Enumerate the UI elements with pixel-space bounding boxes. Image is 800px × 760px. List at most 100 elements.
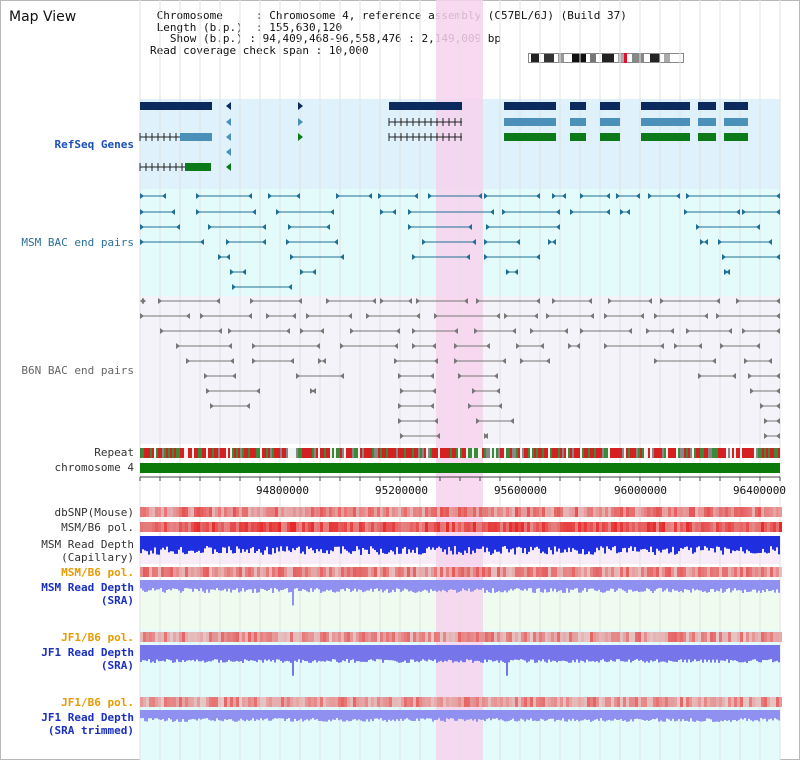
- b6n-bac-pairs[interactable]: [140, 298, 780, 439]
- jf1-depth-sra-bar: [410, 645, 412, 660]
- repeat-element: [750, 448, 752, 458]
- chromosome-label[interactable]: chromosome 4: [54, 461, 134, 474]
- chromosome-ideogram[interactable]: [528, 53, 684, 63]
- dbsnp-strip: [764, 507, 767, 517]
- jf1-depth-sra-bar: [358, 645, 360, 662]
- jf1-depth-trim-label-1[interactable]: JF1 Read Depth: [41, 711, 134, 724]
- msm-depth-sra-bar: [684, 580, 686, 590]
- repeat-element: [362, 448, 364, 458]
- jf1-b6-pol-label-1[interactable]: JF1/B6 pol.: [61, 631, 134, 644]
- msm-b6-pol-strip: [485, 522, 488, 532]
- jf1-b6-pol-strip: [593, 632, 596, 642]
- jf1-b6-pol-strip: [392, 632, 395, 642]
- msm-depth-sra-label-2[interactable]: (SRA): [100, 594, 134, 607]
- dbsnp-strip: [698, 507, 701, 517]
- msm-b6-pol-strip-2: [683, 567, 686, 577]
- msm-depth-capillary-label-1[interactable]: MSM Read Depth: [41, 538, 134, 551]
- jf1-b6-pol-strip-2: [404, 697, 407, 707]
- jf1-depth-sra-bar: [712, 645, 714, 660]
- jf1-depth-sra-bar: [522, 645, 524, 660]
- dbsnp-strip: [368, 507, 371, 517]
- jf1-b6-pol-strip: [242, 632, 245, 642]
- msm-depth-capillary-label-2[interactable]: (Capillary): [61, 551, 134, 564]
- jf1-depth-sra-bar: [386, 645, 388, 660]
- dbsnp-strip: [641, 507, 644, 517]
- jf1-b6-pol-strip: [224, 632, 227, 642]
- jf1-depth-sra-bar: [398, 645, 400, 663]
- chromosome-bar[interactable]: [140, 463, 780, 473]
- repeat-element: [146, 448, 148, 458]
- jf1-depth-sra-bar: [228, 645, 230, 660]
- read-depth-tracks[interactable]: [140, 536, 780, 722]
- jf1-depth-sra-label-1[interactable]: JF1 Read Depth: [41, 646, 134, 659]
- jf1-depth-trim-bar: [758, 710, 760, 722]
- jf1-b6-pol-strip: [557, 632, 560, 642]
- msm-depth-sra-label-1[interactable]: MSM Read Depth: [41, 581, 134, 594]
- msm-b6-pol-strip: [215, 522, 218, 532]
- b6n-bac-label[interactable]: B6N BAC end pairs: [21, 364, 134, 377]
- jf1-b6-pol-strip-2: [167, 697, 170, 707]
- msm-bac-pair-end: [718, 239, 722, 245]
- msm-b6-pol-strip-2: [725, 567, 728, 577]
- msm-b6-pol-label-1[interactable]: MSM/B6 pol.: [61, 521, 134, 534]
- jf1-depth-sra-bar: [142, 645, 144, 661]
- msm-b6-pol-strip-2: [449, 567, 452, 577]
- jf1-depth-sra-bar: [182, 645, 184, 661]
- refseq-label[interactable]: RefSeq Genes: [54, 138, 134, 151]
- repeat-track[interactable]: [140, 448, 780, 458]
- jf1-depth-sra-bar: [536, 645, 538, 663]
- jf1-b6-pol-strip-2: [254, 697, 257, 707]
- msm-bac-pair-end: [776, 193, 780, 199]
- jf1-b6-pol-strip: [164, 632, 167, 642]
- msm-b6-pol-strip-2: [710, 567, 713, 577]
- jf1-b6-pol-strip-2: [764, 697, 767, 707]
- repeat-element: [310, 448, 312, 458]
- msm-b6-pol-strip-2: [635, 567, 638, 577]
- repeat-label[interactable]: Repeat: [94, 446, 134, 459]
- jf1-depth-sra-bar: [484, 645, 486, 660]
- b6n-bac-pair-end: [312, 388, 316, 394]
- jf1-b6-pol-strip-2: [602, 697, 605, 707]
- jf1-depth-sra-label-2[interactable]: (SRA): [100, 659, 134, 672]
- jf1-depth-sra-bar: [666, 645, 668, 663]
- msm-b6-pol-strip-2: [491, 567, 494, 577]
- jf1-depth-trim-label-2[interactable]: (SRA trimmed): [47, 724, 134, 737]
- dbsnp-strip: [218, 507, 221, 517]
- msm-bac-pairs[interactable]: [140, 193, 780, 290]
- msm-depth-capillary-bar: [746, 536, 748, 550]
- jf1-depth-sra-bar: [702, 645, 704, 663]
- jf1-depth-trim-bar: [544, 710, 546, 721]
- jf1-depth-trim-bar: [378, 710, 380, 720]
- msm-depth-capillary-bar: [534, 536, 536, 548]
- jf1-depth-trim-bar: [440, 710, 442, 721]
- jf1-b6-pol-label-2[interactable]: JF1/B6 pol.: [61, 696, 134, 709]
- jf1-b6-pol-strip: [395, 632, 398, 642]
- polymorphism-strips[interactable]: [140, 507, 782, 707]
- msm-depth-capillary-bar: [736, 536, 738, 551]
- dbsnp-strip: [509, 507, 512, 517]
- msm-bac-label[interactable]: MSM BAC end pairs: [21, 236, 134, 249]
- msm-depth-sra-bar: [248, 580, 250, 590]
- msm-depth-capillary-bar: [588, 536, 590, 552]
- msm-b6-pol-label-2[interactable]: MSM/B6 pol.: [61, 566, 134, 579]
- dbsnp-label[interactable]: dbSNP(Mouse): [54, 506, 134, 519]
- dbsnp-strip: [563, 507, 566, 517]
- dbsnp-strip: [593, 507, 596, 517]
- jf1-b6-pol-strip: [590, 632, 593, 642]
- refseq-genes[interactable]: [139, 102, 748, 171]
- jf1-b6-pol-strip: [524, 632, 527, 642]
- msm-depth-sra-bar: [222, 580, 224, 591]
- repeat-element: [712, 448, 714, 458]
- gene-block: [570, 133, 586, 141]
- msm-b6-pol-strip: [299, 522, 302, 532]
- repeat-element: [538, 448, 540, 458]
- jf1-depth-trim-bar: [608, 710, 610, 720]
- jf1-b6-pol-strip-2: [407, 697, 410, 707]
- msm-b6-pol-strip: [146, 522, 149, 532]
- jf1-depth-trim-bar: [358, 710, 360, 720]
- msm-depth-sra-bar: [770, 580, 772, 591]
- msm-b6-pol-strip-2: [197, 567, 200, 577]
- msm-bac-pair-end: [408, 224, 412, 230]
- jf1-depth-sra-bar: [520, 645, 522, 660]
